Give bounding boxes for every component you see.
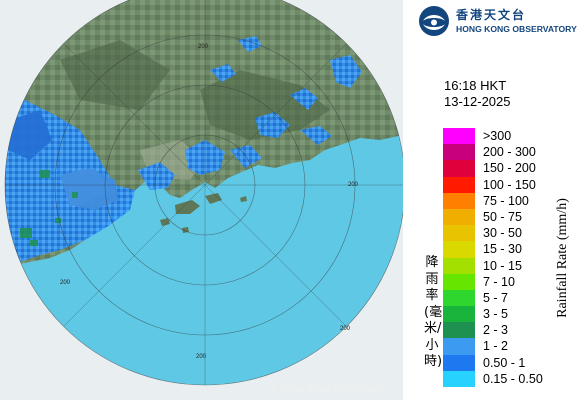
- legend-swatch: [443, 306, 475, 323]
- legend-title-zh: 降雨率(毫米/小時): [424, 255, 443, 369]
- legend-label: 1 - 2: [483, 339, 509, 354]
- legend-row: 0.15 - 0.50: [443, 370, 573, 387]
- timestamp-date: 13-12-2025: [444, 94, 511, 109]
- legend-swatch: [443, 208, 475, 226]
- ring-label-south: 200: [196, 354, 207, 360]
- legend-swatch: [443, 176, 475, 193]
- ring-label-north: 200: [198, 44, 209, 50]
- legend-label: 0.50 - 1: [483, 355, 526, 370]
- legend-row: 75 - 100: [443, 192, 573, 209]
- legend-row: 30 - 50: [443, 225, 573, 242]
- legend-swatch: [443, 338, 475, 355]
- legend-label: 150 - 200: [483, 161, 536, 176]
- legend-row: 7 - 10: [443, 273, 573, 290]
- land-lantau: [175, 200, 200, 214]
- legend-label: 5 - 7: [483, 290, 509, 305]
- legend-row: 200 - 300: [443, 144, 573, 161]
- legend-label: 100 - 150: [483, 177, 536, 192]
- legend-row: >300: [443, 128, 573, 145]
- legend-row: 10 - 15: [443, 257, 573, 274]
- legend-label: 15 - 30: [483, 242, 522, 257]
- legend-swatch: [443, 370, 475, 387]
- legend-swatch: [443, 241, 475, 258]
- copyright-notice: © Hong Kong Observatory: [270, 384, 388, 395]
- legend-row: 50 - 75: [443, 208, 573, 226]
- legend-label: 75 - 100: [483, 193, 529, 208]
- legend-row: 2 - 3: [443, 322, 573, 339]
- legend-label: 7 - 10: [483, 274, 515, 289]
- legend-label: 30 - 50: [483, 226, 522, 241]
- legend-row: 15 - 30: [443, 241, 573, 258]
- land-hk-island: [205, 193, 222, 204]
- legend-row: 1 - 2: [443, 338, 573, 355]
- rain-echoes: [5, 36, 362, 265]
- land-hills: [60, 40, 330, 140]
- legend-label: 2 - 3: [483, 323, 509, 338]
- legend-panel: [403, 0, 577, 400]
- legend-row: 100 - 150: [443, 176, 573, 193]
- org-name-zh: 香港天文台: [456, 8, 527, 22]
- legend-swatch: [443, 160, 475, 177]
- ring-label-east: 200: [348, 182, 359, 188]
- legend-swatch: [443, 192, 475, 209]
- range-radials: [5, 0, 403, 385]
- legend-row: 5 - 7: [443, 289, 573, 307]
- legend-swatch: [443, 225, 475, 242]
- legend-swatch: [443, 354, 475, 371]
- timestamp-time: 16:18 HKT: [444, 78, 507, 93]
- legend-label: 3 - 5: [483, 307, 509, 322]
- legend-label: 50 - 75: [483, 209, 522, 224]
- legend-swatch: [443, 273, 475, 290]
- legend-swatch: [443, 144, 475, 161]
- org-name-en: HONG KONG OBSERVATORY: [456, 24, 577, 34]
- radar-map: 200 200 200 200 200: [0, 0, 403, 400]
- hko-logo-icon: [419, 6, 449, 36]
- legend-swatch: [443, 322, 475, 339]
- legend-label: 200 - 300: [483, 145, 536, 160]
- rain-heavier-cells: [20, 170, 78, 246]
- legend-label: >300: [483, 129, 512, 143]
- legend-row: 3 - 5: [443, 306, 573, 323]
- legend-row: 150 - 200: [443, 160, 573, 177]
- ring-label-west: 200: [60, 280, 71, 286]
- legend-swatch: [443, 257, 475, 274]
- rainfall-legend: >300 200 - 300 150 - 200 100 - 150 75 - 100 5…: [443, 128, 573, 387]
- legend-swatch: [443, 289, 475, 307]
- legend-label: 10 - 15: [483, 258, 522, 273]
- legend-swatch: [443, 128, 475, 145]
- legend-row: 0.50 - 1: [443, 354, 573, 371]
- ring-label-southeast: 200: [340, 326, 351, 332]
- legend-label: 0.15 - 0.50: [483, 371, 543, 386]
